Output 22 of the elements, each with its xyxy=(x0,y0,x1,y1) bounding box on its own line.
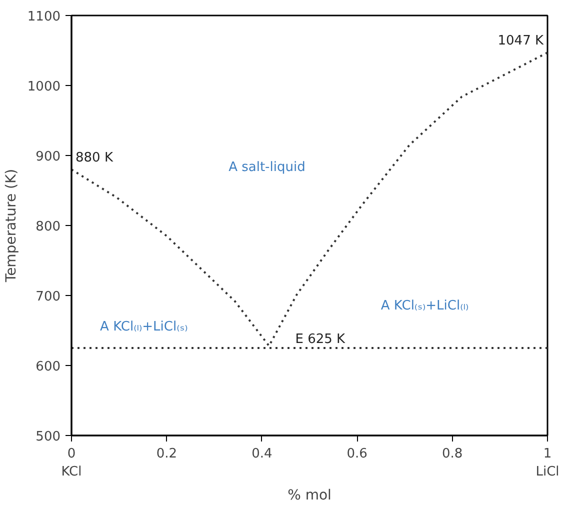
y-axis-title: Temperature (K) xyxy=(3,168,20,284)
y-tick-label: 900 xyxy=(36,150,61,164)
annotation: A KCl₍ₗ₎+LiCl₍ₛ₎ xyxy=(100,320,188,335)
annotation: A salt-liquid xyxy=(228,160,306,176)
annotation: 1047 K xyxy=(498,34,544,49)
y-tick-label: 600 xyxy=(36,360,61,374)
x-tick-label: 1 LiCl xyxy=(536,446,560,480)
y-tick-label: 500 xyxy=(36,430,61,444)
y-tick-label: 800 xyxy=(36,220,61,234)
x-tick-label: 0.2 xyxy=(156,446,178,462)
x-tick-label: 0 KCl xyxy=(61,446,82,480)
annotation: A KCl₍ₛ₎+LiCl₍ₗ₎ xyxy=(380,298,469,314)
x-tick-label: 0.6 xyxy=(346,446,368,462)
annotation: 880 K xyxy=(76,150,114,166)
x-tick-label: 0.4 xyxy=(252,446,272,462)
x-tick-label: 0.8 xyxy=(442,446,463,462)
x-axis-title: % mol xyxy=(288,488,332,504)
line-series xyxy=(72,52,548,347)
y-tick-label: 1100 xyxy=(27,10,61,24)
ref-line-label: E 625 K xyxy=(295,332,346,347)
y-tick-label: 1000 xyxy=(27,80,61,94)
y-tick-label: 700 xyxy=(36,290,61,304)
